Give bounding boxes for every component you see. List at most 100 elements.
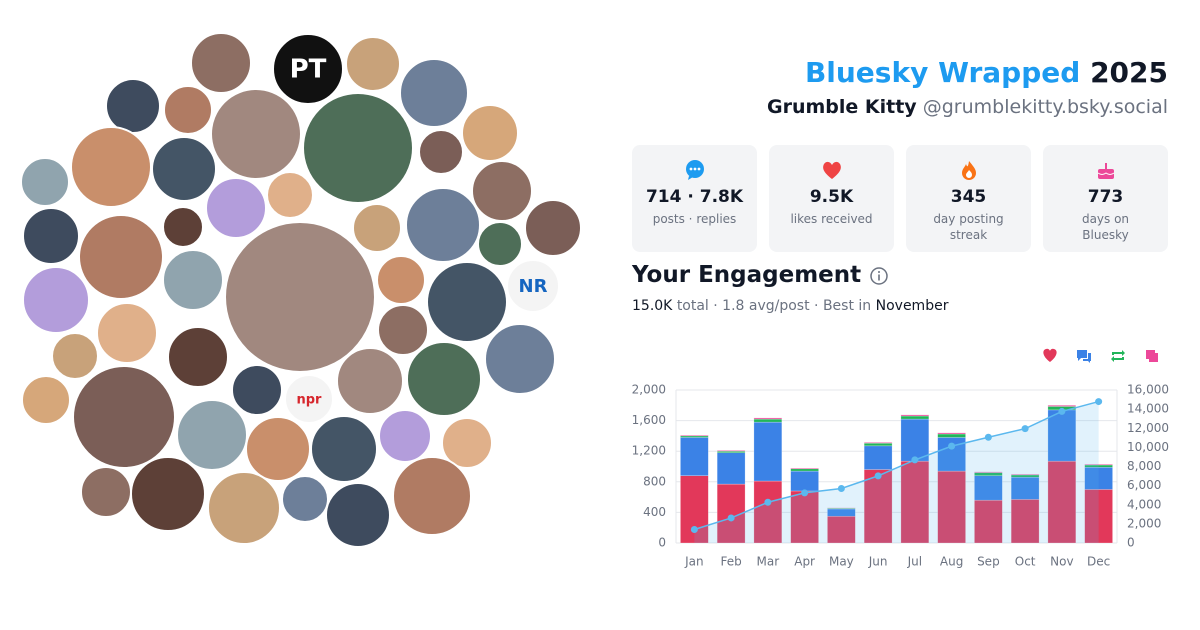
line-point (948, 442, 956, 450)
bar-segment (753, 418, 783, 423)
avatar (266, 171, 314, 219)
stat-card: 714 · 7.8K posts · replies (632, 145, 757, 252)
stat-label: day posting streak (933, 212, 1004, 242)
avatar (176, 399, 248, 471)
bar-segment (716, 452, 746, 485)
legend-icon[interactable] (1077, 350, 1091, 363)
bar-segment (827, 515, 856, 544)
avatar (51, 332, 99, 380)
y2-tick-label: 0 (1127, 536, 1135, 550)
bar-segment (900, 460, 930, 544)
line-point (801, 489, 809, 497)
section-title: Your Engagement (632, 262, 889, 288)
y-tick-label: 1,600 (632, 413, 666, 427)
avatar (20, 157, 70, 207)
line-point (727, 514, 735, 522)
avatar (284, 374, 334, 424)
stat-label: posts · replies (652, 212, 737, 226)
year: 2025 (1090, 56, 1168, 89)
avatar (426, 261, 508, 343)
avatar (245, 416, 311, 482)
avatar (162, 206, 204, 248)
avatar (130, 456, 206, 532)
y-tick-label: 2,000 (632, 383, 666, 397)
avatar (471, 160, 533, 222)
avatar (80, 466, 132, 518)
line-point (874, 472, 882, 480)
avatar (461, 104, 519, 162)
stat-label: likes received (790, 212, 873, 226)
avatar (167, 326, 229, 388)
bar-segment (1084, 463, 1113, 466)
avatar (231, 364, 283, 416)
bar-segment (1047, 409, 1077, 462)
avatar (376, 255, 426, 305)
stat-value: 773 (1087, 187, 1124, 207)
stat-label: days on Bluesky (1081, 212, 1130, 242)
x-tick-label: Jun (868, 555, 888, 569)
x-tick-label: Nov (1050, 555, 1073, 569)
bar-segment (900, 415, 930, 420)
bar-segment (937, 432, 966, 435)
avatar (281, 475, 329, 523)
y-tick-label: 1,200 (632, 444, 666, 458)
y2-tick-label: 16,000 (1127, 383, 1169, 397)
avatar (70, 126, 152, 208)
bar-segment (753, 421, 783, 482)
bar-segment (1010, 499, 1040, 544)
line-point (690, 526, 698, 534)
y2-tick-label: 10,000 (1127, 440, 1169, 454)
engagement-title: Your Engagement (632, 262, 862, 288)
x-tick-label: Dec (1087, 555, 1110, 569)
bar-segment (974, 475, 1003, 501)
avatar (336, 347, 404, 415)
avatar (345, 36, 401, 92)
info-icon[interactable] (869, 266, 889, 286)
avatar (302, 92, 414, 204)
avatar (484, 323, 556, 395)
stat-card: 773 days on Bluesky (1043, 145, 1168, 252)
summary: total · 1.8 avg/post · Best in (676, 298, 872, 314)
line-area (694, 401, 1099, 543)
avatar (378, 409, 432, 463)
bar-segment (1010, 473, 1040, 476)
bar-segment (863, 469, 893, 544)
handle: @grumblekitty.bsky.social (922, 96, 1168, 118)
cake-icon (1097, 163, 1114, 179)
legend-icon[interactable] (1043, 348, 1057, 362)
line-point (911, 456, 919, 464)
avatar (96, 302, 158, 364)
legend-icon[interactable] (1111, 350, 1125, 362)
avatar (477, 221, 523, 267)
line-point (1058, 407, 1066, 415)
avatar (406, 341, 482, 417)
avatar (506, 259, 560, 313)
avatar (151, 136, 217, 202)
x-tick-label: Apr (794, 555, 815, 569)
avatar (399, 58, 469, 128)
avatar (441, 417, 493, 469)
avatar (22, 207, 80, 265)
avatar (310, 415, 378, 483)
x-tick-label: May (829, 555, 854, 569)
avatar (190, 32, 252, 94)
bar-segment (753, 480, 783, 544)
y-tick-label: 800 (643, 474, 666, 488)
avatar (163, 85, 213, 135)
y2-tick-label: 8,000 (1127, 459, 1161, 473)
display-name: Grumble Kitty (767, 96, 917, 118)
stat-value: 345 (950, 187, 987, 207)
legend-icon[interactable] (1146, 350, 1158, 362)
avatar (105, 78, 161, 134)
bar-segment (1084, 489, 1113, 544)
x-tick-label: Jan (684, 555, 704, 569)
x-tick-label: Jul (907, 555, 922, 569)
stat-value: 714 · 7.8K (645, 187, 744, 207)
avatar (392, 456, 472, 536)
bar-segment (974, 499, 1003, 544)
y2-tick-label: 14,000 (1127, 402, 1169, 416)
line-point (984, 433, 992, 441)
brand: Bluesky Wrapped (804, 56, 1081, 89)
